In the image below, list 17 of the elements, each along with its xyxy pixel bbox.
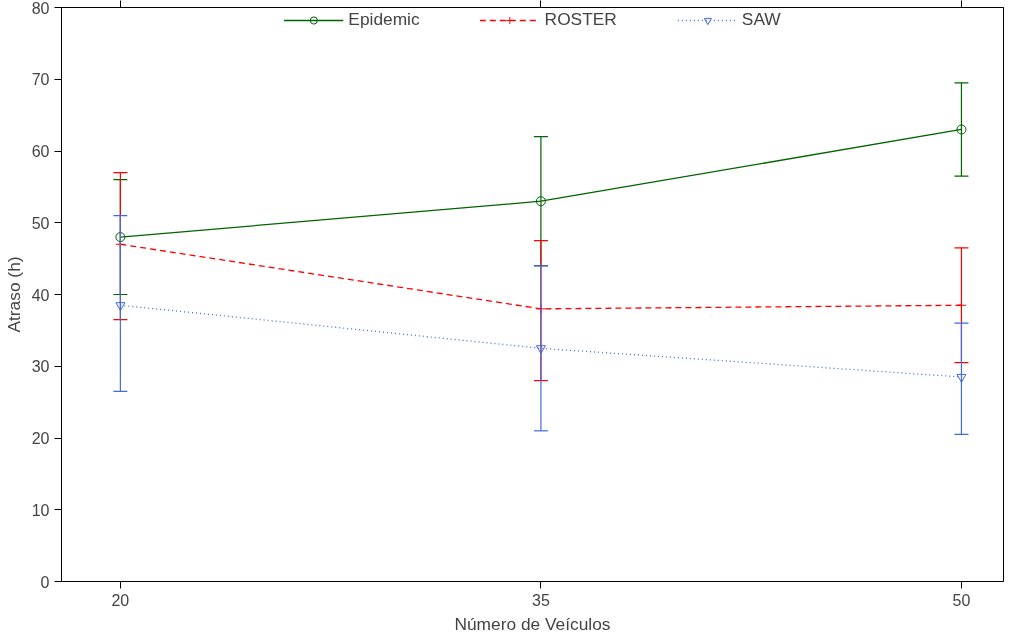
x-tick-label: 35 [532, 591, 550, 609]
legend-label: SAW [741, 9, 781, 30]
legend-label: Epidemic [348, 9, 420, 30]
y-tick-label: 60 [31, 143, 50, 160]
legend-label: ROSTER [544, 9, 617, 30]
x-tick-label: 50 [952, 591, 971, 609]
y-tick-label: 30 [31, 358, 50, 376]
y-axis-title: Atraso (h) [3, 256, 24, 333]
y-tick-label: 0 [40, 573, 50, 591]
y-tick-label: 80 [31, 0, 50, 17]
y-tick-label: 40 [31, 286, 50, 304]
y-tick-label: 70 [31, 71, 50, 89]
y-tick-label: 50 [31, 214, 50, 232]
y-tick-label: 20 [31, 430, 50, 447]
x-tick-label: 20 [111, 591, 130, 609]
y-tick-label: 10 [31, 501, 50, 519]
x-axis-title: Número de Veículos [454, 613, 611, 634]
